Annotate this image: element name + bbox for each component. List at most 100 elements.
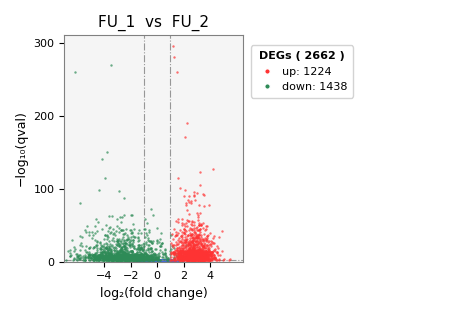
Point xyxy=(174,216,182,221)
Point xyxy=(152,259,160,264)
Point xyxy=(155,259,163,264)
Point xyxy=(155,259,163,264)
Point xyxy=(143,258,151,263)
Point xyxy=(168,259,175,264)
Point xyxy=(104,252,112,257)
Point xyxy=(195,220,202,225)
Point xyxy=(219,258,227,263)
Point xyxy=(163,259,170,264)
Point xyxy=(139,244,147,249)
Point xyxy=(175,251,182,256)
Point xyxy=(113,257,121,262)
Point xyxy=(192,256,200,261)
Point xyxy=(104,244,111,249)
Point xyxy=(124,252,132,257)
Point xyxy=(203,256,211,261)
Point xyxy=(156,259,164,264)
Point xyxy=(191,243,198,248)
Point xyxy=(184,237,191,242)
Point xyxy=(192,252,200,257)
Point xyxy=(147,259,155,264)
Point xyxy=(151,259,158,264)
Point xyxy=(182,253,190,258)
Point xyxy=(144,259,151,264)
Point xyxy=(157,258,165,263)
Point xyxy=(186,257,194,262)
Point xyxy=(162,258,169,263)
Point xyxy=(152,259,160,264)
Point xyxy=(159,259,166,264)
Point xyxy=(110,252,118,257)
Point xyxy=(188,249,195,255)
Point xyxy=(148,258,155,263)
Point xyxy=(128,248,136,253)
Point xyxy=(154,259,162,264)
Point xyxy=(108,258,116,263)
Point xyxy=(151,259,159,264)
Point xyxy=(114,256,121,261)
Point xyxy=(165,259,173,264)
Point xyxy=(155,259,162,264)
Point xyxy=(129,257,137,262)
Point xyxy=(126,256,134,261)
Point xyxy=(190,241,197,246)
Point xyxy=(150,258,157,263)
Point xyxy=(176,248,184,253)
Point xyxy=(158,258,165,263)
Point xyxy=(148,259,155,264)
Point xyxy=(155,258,163,263)
Point xyxy=(151,259,158,264)
Point xyxy=(144,246,151,251)
Point xyxy=(153,259,160,264)
Point xyxy=(156,259,164,264)
Point xyxy=(192,251,200,256)
Point xyxy=(168,259,175,264)
Point xyxy=(102,241,110,246)
Point xyxy=(145,254,152,259)
Point xyxy=(117,257,124,262)
Point xyxy=(121,247,129,252)
Point xyxy=(107,253,115,258)
Point xyxy=(152,259,160,264)
Point xyxy=(156,259,164,264)
Point xyxy=(157,259,165,264)
Point xyxy=(148,259,155,264)
Point xyxy=(110,231,118,236)
Point xyxy=(161,259,169,264)
Point xyxy=(160,259,168,264)
Point xyxy=(159,259,166,264)
Point xyxy=(198,237,206,242)
Point xyxy=(99,253,106,258)
Point xyxy=(195,246,203,251)
Point xyxy=(139,255,147,260)
Point xyxy=(154,259,162,264)
Point xyxy=(150,259,157,264)
Point xyxy=(149,259,156,264)
Point xyxy=(148,259,155,264)
Point xyxy=(139,259,146,264)
Point xyxy=(194,251,202,256)
Point xyxy=(175,239,182,244)
Point xyxy=(154,256,162,261)
Point xyxy=(99,250,106,255)
Point xyxy=(159,259,167,264)
Point xyxy=(144,259,151,264)
Point xyxy=(84,254,92,259)
Point xyxy=(167,259,175,264)
Point xyxy=(197,232,205,237)
Point xyxy=(148,241,156,246)
Point xyxy=(177,253,185,258)
Point xyxy=(109,254,117,259)
Point xyxy=(160,257,167,262)
Point xyxy=(161,259,168,264)
Point xyxy=(153,259,160,264)
Point xyxy=(137,254,144,259)
Point xyxy=(160,259,167,264)
Point xyxy=(99,253,107,258)
Point xyxy=(155,258,163,263)
Point xyxy=(208,249,215,254)
Point xyxy=(157,259,165,264)
Point xyxy=(179,254,186,259)
Point xyxy=(182,234,189,239)
Point xyxy=(157,259,165,264)
